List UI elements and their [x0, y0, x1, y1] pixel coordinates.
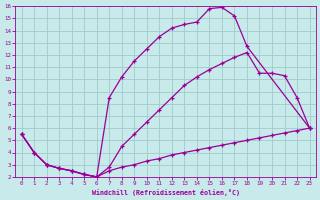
X-axis label: Windchill (Refroidissement éolien,°C): Windchill (Refroidissement éolien,°C) [92, 189, 240, 196]
